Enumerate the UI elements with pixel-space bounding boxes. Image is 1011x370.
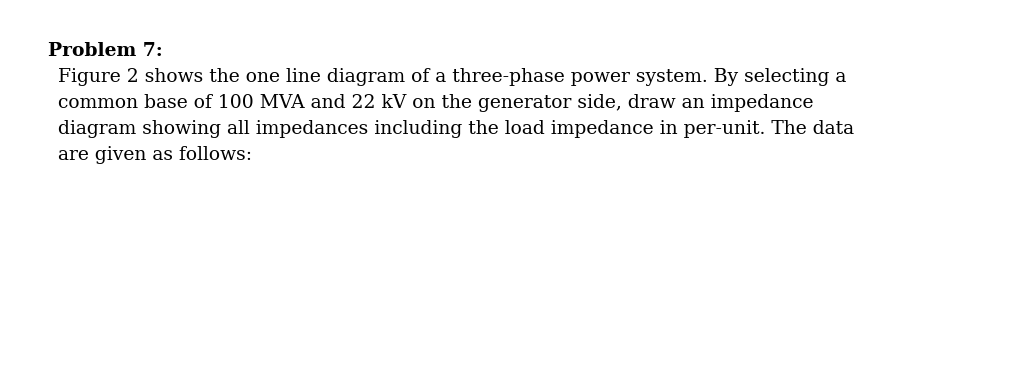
Text: are given as follows:: are given as follows: [58, 146, 252, 164]
Text: Figure 2 shows the one line diagram of a three-phase power system. By selecting : Figure 2 shows the one line diagram of a… [58, 68, 845, 86]
Text: common base of 100 MVA and 22 kV on the generator side, draw an impedance: common base of 100 MVA and 22 kV on the … [58, 94, 813, 112]
Text: Problem 7:: Problem 7: [48, 42, 163, 60]
Text: diagram showing all impedances including the load impedance in per-unit. The dat: diagram showing all impedances including… [58, 120, 853, 138]
